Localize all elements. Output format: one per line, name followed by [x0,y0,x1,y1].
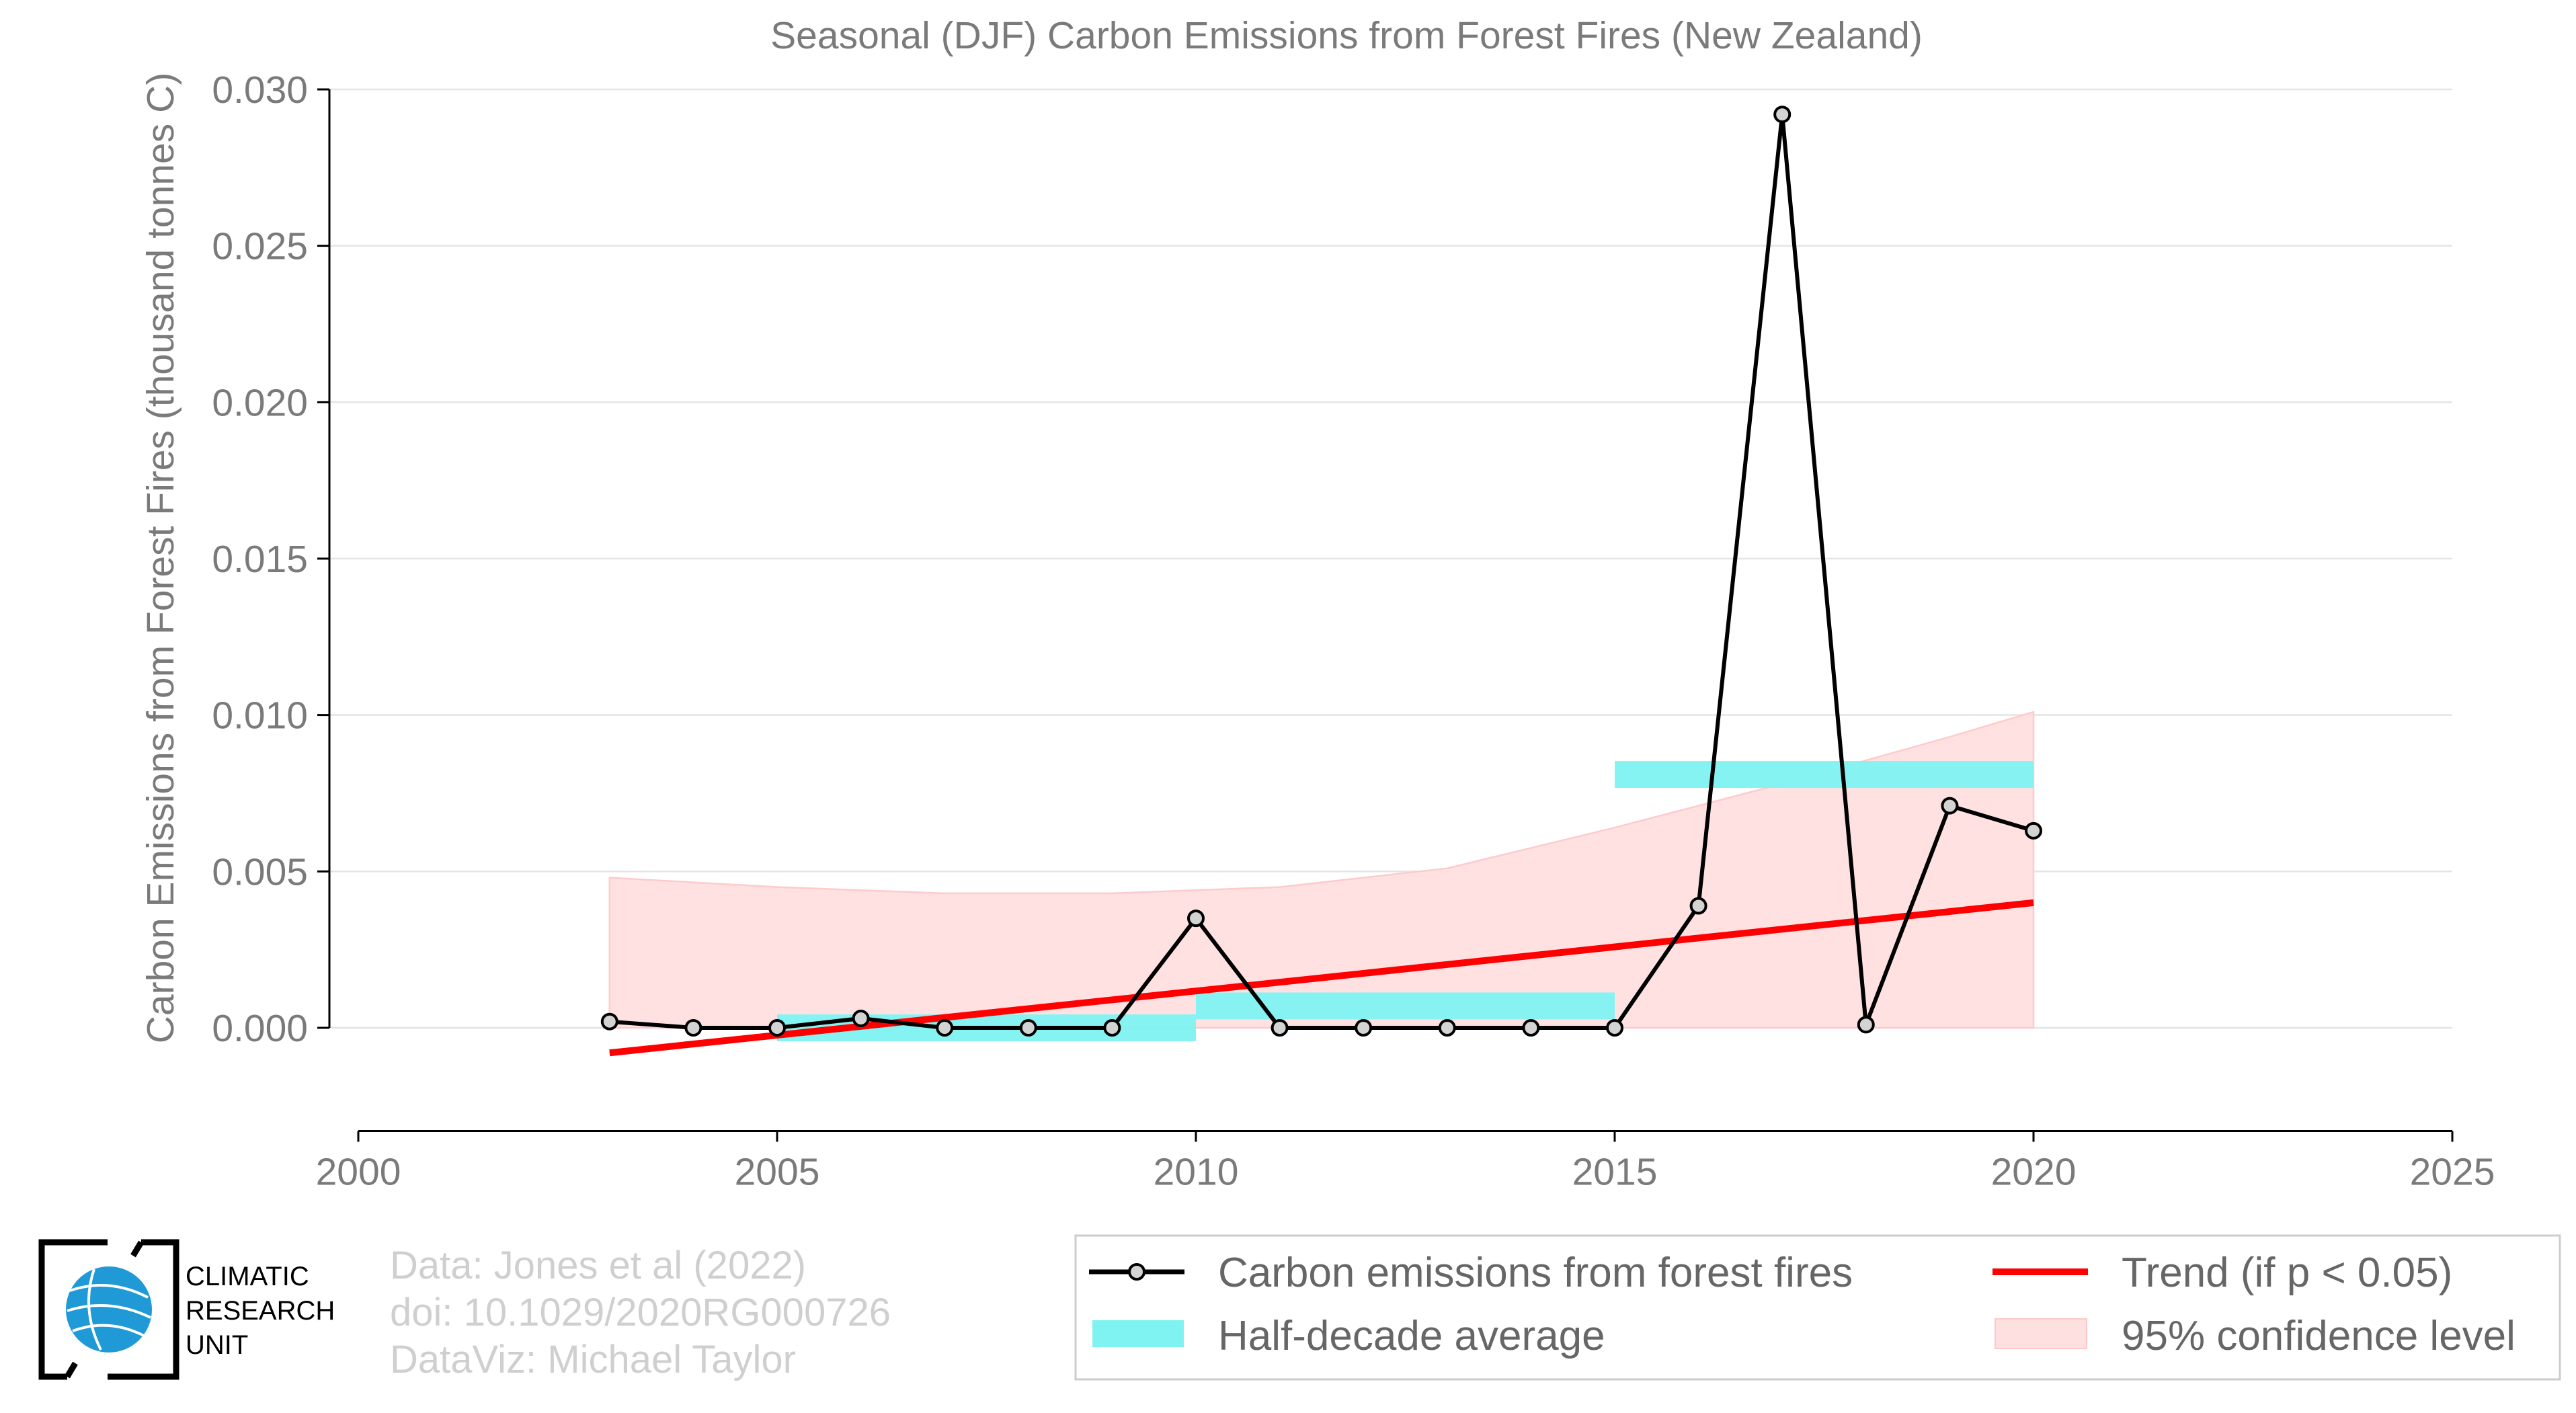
x-tick-label-3: 2015 [1572,1151,1658,1194]
y-tick-label-5: 0.025 [212,225,308,268]
x-tick-label-1: 2005 [735,1151,820,1194]
legend-item-emissions: Carbon emissions from forest fires [1089,1250,1853,1296]
grid-lines [329,88,2452,1029]
emissions-line [609,112,2034,1030]
globe-icon [66,1266,152,1353]
legend-item-trend: Trend (if p < 0.05) [1993,1250,2452,1296]
legend-swatch-confidence [1995,1318,2087,1349]
legend-item-confidence: 95% confidence level [1995,1313,2515,1359]
legend-label-confidence: 95% confidence level [2122,1313,2515,1359]
emissions-point-2017 [1773,106,1792,124]
credit-doi: doi: 10.1029/2020RG000726 [390,1291,891,1334]
emissions-point-2015 [1606,1019,1623,1037]
logo-notch-bottom [65,1361,78,1379]
legend: Carbon emissions from forest fires Half-… [1074,1234,2561,1381]
logo-bracket-left [38,1239,108,1380]
x-tick-label-0: 2000 [316,1151,401,1194]
x-tick-label-2: 2010 [1154,1151,1239,1194]
emissions-point-2016 [1689,897,1707,915]
half-decade-bar-2 [1615,761,2034,789]
series-layer [600,106,2042,1037]
emissions-point-2019 [1941,797,1959,815]
y-tick-label-0: 0.000 [212,1007,308,1050]
legend-label-trend: Trend (if p < 0.05) [2122,1250,2452,1296]
emissions-point-2014 [1522,1019,1540,1037]
legend-label-emissions: Carbon emissions from forest fires [1218,1250,1853,1296]
y-tick-label-6: 0.030 [212,69,308,112]
trend-line [609,899,2034,1057]
emissions-point-2006 [852,1010,870,1028]
emissions-point-2011 [1271,1019,1289,1037]
emissions-point-2012 [1355,1019,1373,1037]
credit-data-source: Data: Jones et al (2022) [390,1244,806,1287]
legend-marker-emissions [1128,1263,1145,1281]
y-tick-label-3: 0.015 [212,538,308,581]
chart-title: Seasonal (DJF) Carbon Emissions from For… [770,14,1923,57]
x-tick-labels: 2000 2005 2010 2015 2020 2025 [316,1151,2495,1194]
legend-label-half-decade: Half-decade average [1218,1313,1605,1359]
x-tick-label-4: 2020 [1991,1151,2077,1194]
logo-line-3: UNIT [186,1330,248,1360]
y-tick-label-1: 0.005 [212,850,308,893]
half-decade-bar-1 [1196,992,1615,1020]
cru-logo: CLIMATIC RESEARCH UNIT [38,1239,335,1380]
emissions-point-2003 [600,1012,618,1031]
emissions-point-2009 [1103,1019,1121,1037]
logo-notch-top [130,1240,144,1258]
legend-item-half-decade: Half-decade average [1092,1313,1605,1359]
emissions-point-2013 [1438,1019,1456,1037]
legend-swatch-half-decade [1092,1320,1184,1347]
y-axis-label: Carbon Emissions from Forest Fires (thou… [139,73,182,1044]
axes [317,88,2454,1142]
logo-line-1: CLIMATIC [186,1262,309,1291]
logo-bracket-right [108,1239,179,1380]
emissions-point-2018 [1857,1016,1875,1034]
emissions-point-2010 [1187,910,1205,928]
y-tick-labels: 0.000 0.005 0.010 0.015 0.020 0.025 0.030 [212,69,308,1050]
x-tick-label-5: 2025 [2410,1151,2495,1194]
y-tick-label-4: 0.020 [212,381,308,424]
emissions-point-2004 [684,1019,702,1037]
legend-box [1074,1234,2561,1381]
y-tick-label-2: 0.010 [212,694,308,737]
credit-dataviz: DataViz: Michael Taylor [390,1338,796,1381]
emissions-point-2005 [768,1019,786,1037]
trend-layer [609,899,2034,1057]
emissions-point-2007 [936,1019,954,1037]
logo-line-2: RESEARCH [186,1296,335,1326]
emissions-point-2008 [1019,1019,1037,1037]
emissions-point-2020 [2025,821,2042,840]
